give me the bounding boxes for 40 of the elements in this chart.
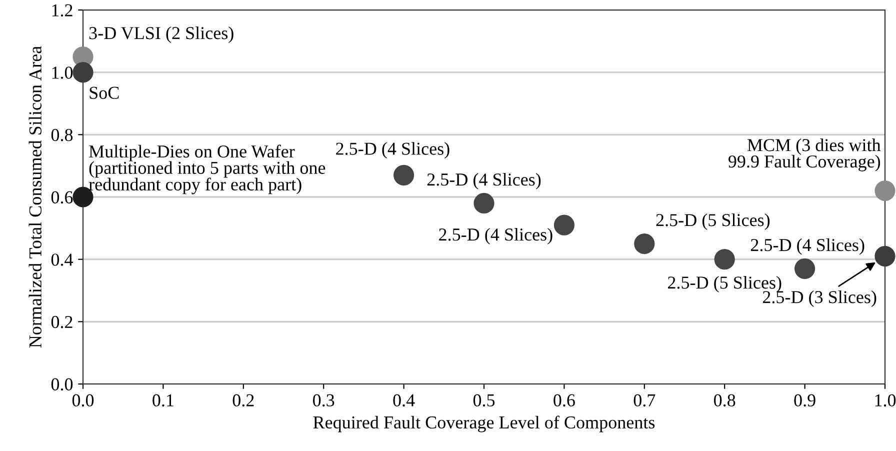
point <box>394 164 414 186</box>
x-tick-label: 1.0 <box>875 394 896 407</box>
annotation: Multiple-Dies on One Wafer (partitioned into 5 parts with one redundant copy for each part) <box>88 144 326 194</box>
y-tick-label: 0.0 <box>51 378 73 391</box>
x-tick-label: 0.9 <box>794 394 816 407</box>
point <box>634 233 655 254</box>
annotation: 2.5-D (5 Slices) <box>668 276 782 292</box>
x-axis-title: Required Fault Coverage Level of Components <box>313 416 655 432</box>
point <box>554 214 574 236</box>
x-tick-label: 0.3 <box>313 394 334 407</box>
annotation: 2.5-D (4 Slices) <box>336 142 450 159</box>
x-tick-label: 0.6 <box>554 394 575 407</box>
point <box>714 249 735 270</box>
x-tick-label: 0.2 <box>232 394 254 407</box>
annotation: 2.5-D (5 Slices) <box>656 213 770 230</box>
y-tick-label: 0.4 <box>51 254 73 266</box>
y-axis-title: Normalized Total Consumed Silicon Area <box>28 46 42 348</box>
x-tick-label: 0.0 <box>72 394 94 407</box>
annotation: MCM (3 dies with 99.9 Fault Coverage) <box>728 138 881 172</box>
point <box>794 258 816 279</box>
annotation: SoC <box>90 86 119 99</box>
y-tick-label: 0.2 <box>51 316 72 328</box>
annotation: 2.5-D (4 Slices) <box>750 238 864 255</box>
x-tick-label: 0.5 <box>473 394 495 407</box>
point <box>874 180 896 202</box>
annotation: 3-D VLSI (2 Slices) <box>89 26 234 43</box>
point <box>474 192 494 214</box>
point <box>874 246 896 267</box>
x-tick-label: 0.4 <box>393 394 415 407</box>
y-tick-label: 0.6 <box>51 191 73 204</box>
x-tick-label: 0.1 <box>152 394 174 407</box>
annotation: 2.5-D (4 Slices) <box>427 172 541 190</box>
point <box>72 62 94 83</box>
y-tick-label: 1.0 <box>52 66 73 79</box>
annotation: 2.5-D (3 Slices) <box>762 290 876 307</box>
x-tick-label: 0.7 <box>634 394 656 407</box>
y-tick-label: 0.8 <box>51 128 73 142</box>
x-tick-label: 0.8 <box>714 394 736 407</box>
y-tick-label: 1.2 <box>52 4 72 17</box>
annotation: 2.5-D (4 Slices) <box>439 228 552 244</box>
